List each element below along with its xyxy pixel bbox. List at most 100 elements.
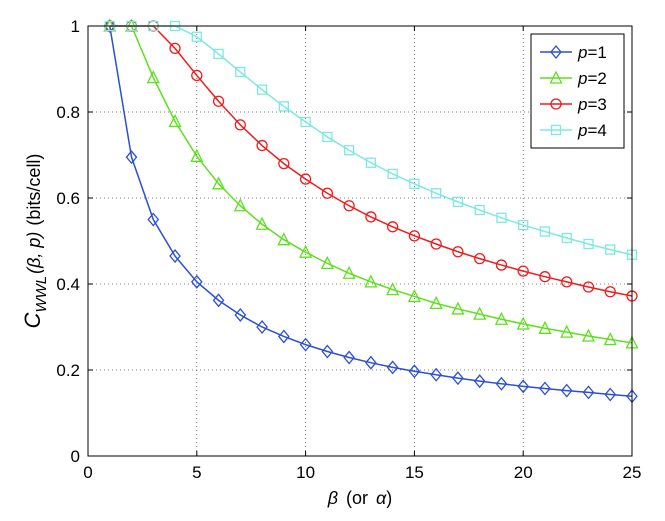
data-point (146, 70, 160, 84)
data-point (147, 212, 160, 227)
data-point (538, 320, 552, 334)
data-point (169, 42, 181, 55)
data-point (473, 374, 486, 389)
legend-box (530, 33, 625, 149)
data-point (320, 255, 334, 270)
data-point (190, 148, 204, 162)
data-point (256, 139, 268, 152)
data-point (343, 350, 355, 365)
data-point (278, 157, 290, 170)
data-point (299, 337, 312, 352)
data-point (365, 211, 377, 223)
data-point (103, 18, 116, 34)
data-point (342, 265, 356, 279)
y-tick-label: 0.6 (56, 189, 80, 208)
data-point (168, 114, 182, 128)
data-point (604, 286, 616, 298)
data-point (495, 376, 508, 391)
data-point (407, 289, 421, 303)
x-tick-label: 10 (296, 463, 315, 482)
data-point (213, 48, 224, 60)
data-point (408, 364, 421, 379)
data-point (496, 212, 507, 223)
data-point (409, 178, 420, 189)
data-point (582, 281, 595, 293)
data-point (255, 216, 269, 230)
x-tick-label: 15 (405, 463, 424, 482)
data-point (299, 244, 313, 258)
legend: p=1 p=2 p=3 p=4 (530, 33, 625, 149)
data-point (429, 295, 443, 310)
data-point (494, 311, 508, 325)
data-point (605, 244, 616, 255)
legend-label: p=2 (577, 69, 607, 88)
tick-labels: 0 5 10 15 20 25 0 0.2 0.4 0.6 0.8 1 (56, 17, 641, 482)
data-point (583, 238, 594, 250)
data-point (517, 265, 529, 277)
legend-label: p=4 (577, 121, 607, 140)
data-point (474, 252, 486, 265)
grid (88, 26, 632, 456)
data-point (364, 274, 378, 288)
y-tick-label: 0.4 (56, 275, 80, 294)
legend-entry: p=4 (540, 121, 607, 140)
data-point (561, 232, 572, 244)
data-point (321, 344, 334, 359)
data-point (495, 259, 508, 271)
data-point (169, 249, 181, 264)
data-point (603, 332, 617, 346)
data-point (474, 204, 485, 216)
data-point (300, 116, 311, 128)
data-point (343, 145, 355, 156)
x-tick-label: 20 (514, 463, 533, 482)
data-point (190, 274, 203, 289)
data-point (517, 379, 530, 394)
legend-label: p=1 (577, 43, 607, 62)
data-point (539, 381, 551, 396)
legend-label: p=3 (577, 95, 607, 114)
data-point (430, 367, 443, 382)
y-tick-label: 0.2 (56, 361, 80, 380)
legend-entry: p=1 (540, 43, 607, 62)
data-point (539, 226, 551, 237)
data-point (322, 131, 333, 143)
ticks (87, 25, 633, 457)
x-axis-title: β (or α) (327, 488, 393, 508)
x-tick-label: 25 (623, 463, 642, 482)
data-point (191, 69, 203, 82)
legend-marker (550, 44, 562, 60)
series-line (109, 25, 633, 397)
data-point (234, 119, 246, 131)
data-point (256, 319, 268, 335)
data-point (604, 387, 617, 402)
data-point (212, 293, 225, 308)
series-line (109, 25, 633, 256)
data-point (234, 307, 247, 322)
x-tick-label: 5 (192, 463, 201, 482)
data-point (365, 157, 377, 168)
data-point (452, 246, 464, 258)
series-layer (103, 18, 639, 404)
data-point (387, 168, 398, 180)
data-point (516, 316, 530, 330)
legend-marker (550, 98, 562, 110)
y-tick-label: 0.8 (56, 103, 80, 122)
data-point (365, 355, 377, 370)
data-point (212, 95, 225, 107)
series-1 (103, 18, 638, 404)
data-point (256, 84, 268, 95)
data-point (235, 66, 246, 78)
y-tick-label: 0 (71, 447, 80, 466)
legend-marker (549, 70, 563, 84)
data-point (560, 324, 574, 338)
series-line (109, 25, 633, 344)
data-point (560, 383, 573, 398)
data-point (539, 271, 551, 283)
plot-frame (87, 25, 633, 457)
data-point (386, 221, 399, 233)
data-point (518, 219, 529, 231)
data-point (473, 306, 487, 320)
legend-marker (550, 124, 562, 136)
data-point (277, 329, 290, 344)
data-point (431, 188, 442, 199)
